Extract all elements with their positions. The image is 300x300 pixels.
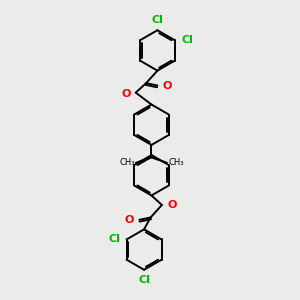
Text: O: O	[163, 80, 172, 91]
Text: O: O	[122, 89, 131, 99]
Text: Cl: Cl	[108, 235, 120, 244]
Text: CH₃: CH₃	[168, 158, 184, 167]
Text: O: O	[167, 200, 177, 210]
Text: Cl: Cl	[182, 35, 193, 45]
Text: CH₃: CH₃	[119, 158, 134, 167]
Text: O: O	[124, 215, 134, 225]
Text: Cl: Cl	[138, 275, 150, 285]
Text: Cl: Cl	[152, 15, 164, 25]
